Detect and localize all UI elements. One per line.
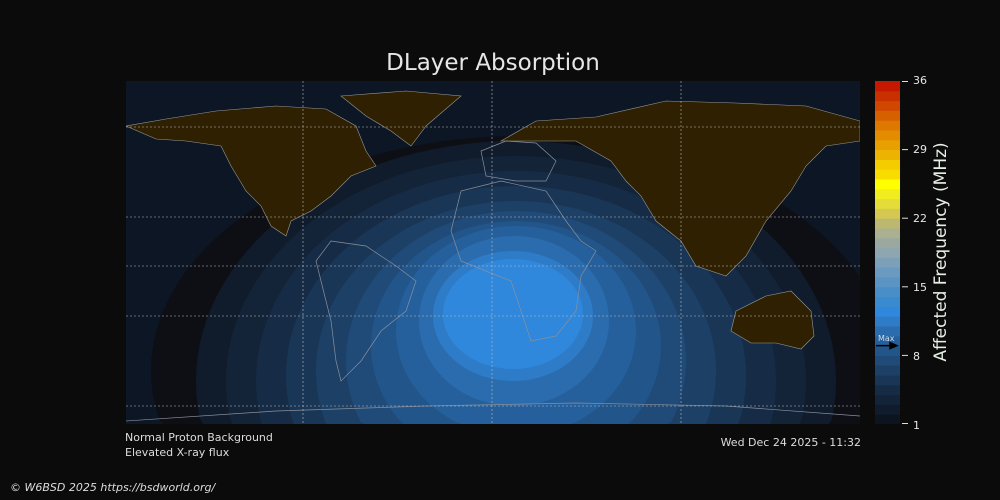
colorbar — [875, 81, 908, 424]
colorbar-segment — [875, 286, 900, 298]
land-night — [126, 90, 860, 350]
colorbar-segment — [875, 139, 900, 151]
antarctica — [126, 402, 860, 422]
colorbar-segment — [875, 267, 900, 278]
colorbar-segment — [875, 81, 900, 92]
contour — [443, 259, 583, 369]
colorbar-segment — [875, 365, 900, 376]
chart-title: DLayer Absorption — [386, 50, 600, 76]
colorbar-segment — [875, 326, 900, 337]
colorbar-segment — [875, 120, 900, 131]
colorbar-tick: 36 — [913, 74, 927, 87]
colorbar-tick: 22 — [913, 212, 927, 225]
colorbar-segment — [875, 208, 900, 219]
greenland — [340, 90, 462, 147]
colorbar-segment — [875, 228, 900, 239]
colorbar-segment — [875, 149, 900, 160]
colorbar-segment — [875, 247, 900, 258]
colorbar-segment — [875, 159, 900, 170]
colorbar-tick: 29 — [913, 143, 927, 156]
colorbar-segment — [875, 296, 900, 307]
colorbar-segment — [875, 90, 900, 102]
colorbar-segment — [875, 277, 900, 288]
colorbar-tick: 1 — [913, 419, 920, 432]
colorbar-segment — [875, 100, 900, 111]
colorbar-segment — [875, 257, 900, 268]
colorbar-segment — [875, 169, 900, 180]
colorbar-tick: 15 — [913, 281, 927, 294]
africa — [450, 180, 597, 342]
colorbar-segment — [875, 130, 900, 141]
north-america — [126, 105, 377, 237]
timestamp: Wed Dec 24 2025 - 11:32 — [720, 436, 861, 449]
graticule — [126, 81, 860, 424]
max-arrow-icon — [876, 341, 899, 350]
colorbar-segment — [875, 414, 900, 424]
colorbar-segment — [875, 335, 900, 347]
colorbar-segment — [875, 345, 900, 356]
colorbar-segment — [875, 394, 900, 405]
colorbar-tick: 8 — [913, 350, 920, 363]
max-marker-label: Max — [878, 333, 895, 343]
colorbar-segment — [875, 404, 900, 415]
colorbar-segment — [875, 355, 900, 366]
copyright: © W6BSD 2025 https://bsdworld.org/ — [10, 481, 216, 494]
colorbar-segment — [875, 237, 900, 249]
colorbar-label: Affected Frequency (MHz) — [931, 142, 951, 362]
xray-status: Elevated X-ray flux — [125, 446, 230, 459]
colorbar-segment — [875, 179, 900, 190]
colorbar-segment — [875, 218, 900, 229]
australia — [730, 290, 815, 350]
colorbar-segment — [875, 375, 900, 386]
eurasia — [499, 100, 860, 277]
europe — [480, 140, 557, 182]
colorbar-segment — [875, 188, 900, 200]
colorbar-segment — [875, 110, 900, 121]
proton-status: Normal Proton Background — [125, 431, 273, 444]
colorbar-segment — [875, 384, 900, 396]
colorbar-segment — [875, 306, 900, 317]
colorbar-segment — [875, 316, 900, 327]
colorbar-segment — [875, 198, 900, 209]
absorption-map — [126, 81, 860, 424]
